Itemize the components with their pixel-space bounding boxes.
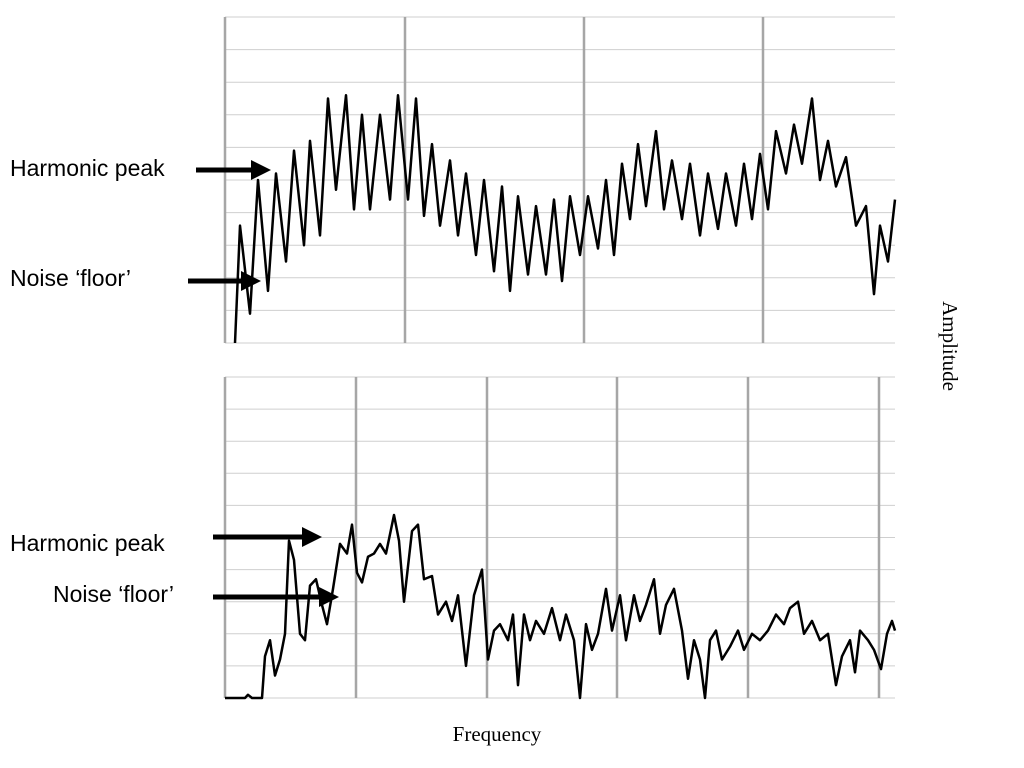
data-line [233, 93, 897, 344]
data-line [225, 513, 897, 700]
x-axis-label: Frequency [453, 722, 542, 746]
plots [223, 16, 897, 700]
annotation: Harmonic peak [10, 530, 165, 556]
y-axis-label: Amplitude [938, 301, 962, 391]
annotation: Noise ‘floor’ [53, 581, 174, 607]
annotation: Harmonic peak [10, 155, 165, 181]
annotation: Noise ‘floor’ [10, 265, 131, 291]
